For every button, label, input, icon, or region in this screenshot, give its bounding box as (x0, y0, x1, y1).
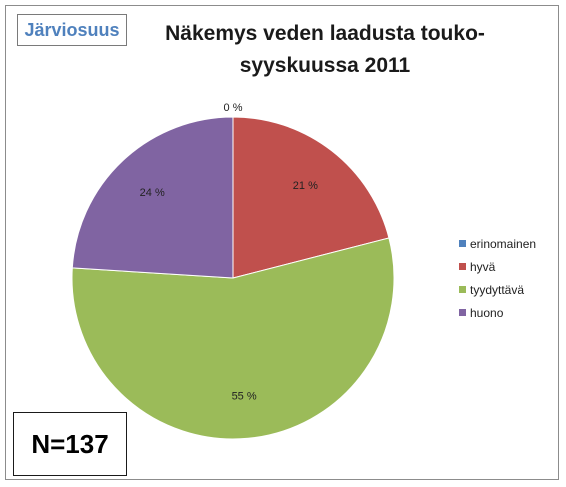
data-label-hyvä: 21 % (293, 180, 318, 192)
legend-item-huono: huono (459, 301, 536, 324)
legend-item-erinomainen: erinomainen (459, 232, 536, 255)
legend-label: huono (470, 305, 504, 320)
legend-label: hyvä (470, 259, 496, 274)
data-label-tyydyttävä: 55 % (232, 390, 257, 402)
legend-swatch (459, 309, 466, 316)
legend-swatch (459, 286, 466, 293)
pie-data-labels: 0 % 21 % 55 % 24 % (140, 102, 318, 402)
pie-slices (71, 116, 395, 440)
data-label-huono: 24 % (140, 187, 165, 199)
legend-label: erinomainen (470, 236, 537, 251)
legend-item-hyvä: hyvä (459, 255, 536, 278)
chart-title-line-1: Näkemys veden laadusta touko- (165, 22, 485, 45)
legend: erinomainen hyvä tyydyttävä huono (459, 232, 536, 324)
area-label: Järviosuus (17, 14, 127, 46)
data-label-erinomainen: 0 % (224, 102, 243, 114)
pie-slice-hyvä (232, 116, 390, 279)
legend-label: tyydyttävä (470, 282, 525, 297)
sample-size-label: N=137 (13, 412, 127, 476)
legend-swatch (459, 240, 466, 247)
chart-title: Näkemys veden laadusta touko- syyskuussa… (140, 18, 510, 82)
chart-title-line-2: syyskuussa 2011 (239, 54, 411, 77)
legend-swatch (459, 263, 466, 270)
pie-slice-tyydyttävä (71, 237, 395, 440)
pie-slice-huono (71, 116, 234, 279)
legend-item-tyydyttävä: tyydyttävä (459, 278, 536, 301)
